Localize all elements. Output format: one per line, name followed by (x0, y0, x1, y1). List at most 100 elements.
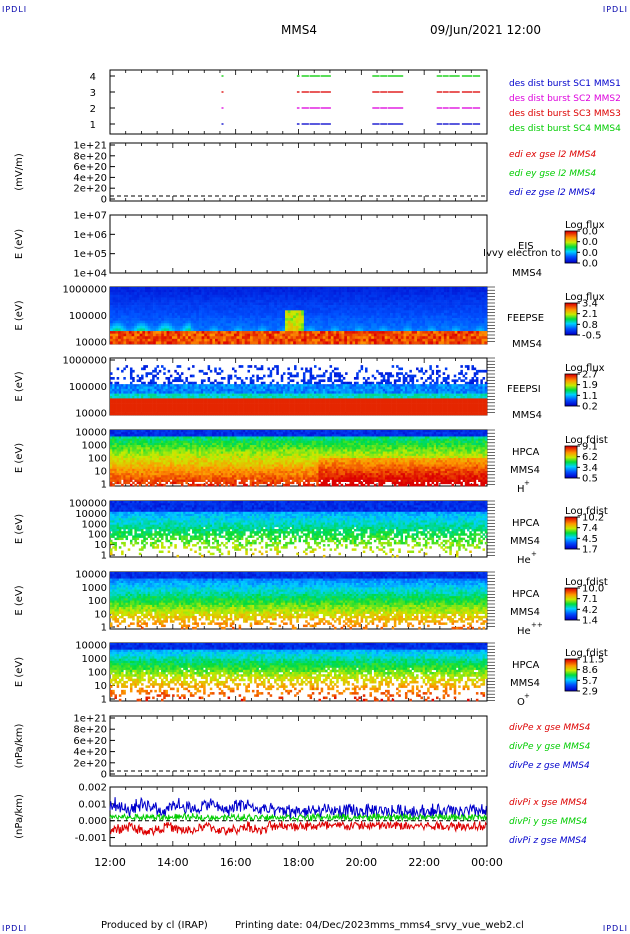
colorbar-title-hpca_o: Log fdist (565, 648, 608, 659)
spacecraft-title: MMS4 (281, 23, 317, 37)
spacecraft-label-feepsi: MMS4 (512, 410, 542, 421)
y-tick-label-edi-1: 8e+20 (73, 151, 107, 162)
colorbar-label-hpca_h-3: 0.5 (582, 474, 598, 485)
species-label-hpca_he2: He (517, 626, 531, 637)
spacecraft-label-eis: MMS4 (512, 268, 542, 279)
legend-burst-1: des dist burst SC2 MMS2 (509, 94, 621, 104)
y-tick-label-edi-4: 2e+20 (73, 184, 107, 195)
legend-divpe-2: divPe z gse MMS4 (509, 761, 590, 771)
instrument-label-hpca_he2: HPCA (512, 589, 540, 600)
y-tick-label-feepsi-1: 100000 (69, 382, 107, 393)
y-tick-label-eis-1: 1e+06 (73, 230, 107, 241)
colorbar-label-hpca_h-0: 9.1 (582, 442, 598, 453)
colorbar-hpca_o (564, 658, 578, 692)
y-tick-label-divpe-4: 2e+20 (73, 758, 107, 769)
x-tick-label-6: 00:00 (471, 856, 503, 869)
spectrogram-hpca_he2 (110, 572, 488, 630)
y-tick-label-burst-0: 4 (90, 72, 96, 83)
footer-printing-date: Printing date: 04/Dec/2023 (235, 920, 370, 931)
y-tick-label-eis-3: 1e+04 (73, 269, 107, 280)
panel-frame-divpe (109, 715, 488, 777)
y-axis-label-hpca_he2: E (eV) (14, 585, 25, 615)
y-tick-label-hpca_he-2: 1000 (82, 519, 107, 530)
overlay-text-eis: Ivvy electron to (483, 248, 561, 259)
instrument-label-hpca_he: HPCA (512, 518, 540, 529)
y-tick-label-hpca_h-4: 1 (101, 480, 107, 491)
y-tick-label-hpca_he2-1: 1000 (82, 583, 107, 594)
y-tick-label-hpca_h-1: 1000 (82, 441, 107, 452)
y-tick-label-hpca_o-3: 10 (94, 681, 107, 692)
y-tick-label-edi-0: 1e+21 (73, 141, 107, 152)
y-tick-label-edi-5: 0 (101, 195, 107, 206)
y-tick-label-divpi-1: 0.001 (78, 799, 107, 810)
y-axis-label-hpca_he: E (eV) (14, 514, 25, 544)
y-tick-label-divpe-5: 0 (101, 770, 107, 781)
legend-edi-2: edi ez gse l2 MMS4 (509, 188, 596, 198)
colorbar-hpca_he (564, 516, 578, 550)
colorbar-eis (564, 230, 578, 264)
y-tick-label-hpca_h-3: 10 (94, 467, 107, 478)
datetime-title: 09/Jun/2021 12:00 (430, 23, 541, 37)
colorbar-label-feepse-2: 0.8 (582, 320, 598, 331)
species-charge-hpca_he: + (531, 550, 537, 558)
instrument-label-feepsi: FEEPSI (507, 384, 541, 395)
y-axis-label-divpe: (nPa/km) (14, 724, 25, 769)
colorbar-label-hpca_he-0: 10.2 (582, 513, 604, 524)
series-line-divpi-0 (109, 796, 487, 821)
x-tick-label-3: 18:00 (283, 856, 315, 869)
y-tick-label-hpca_o-4: 1 (101, 695, 107, 706)
y-tick-label-feepse-0: 1000000 (62, 285, 107, 296)
colorbar-label-feepse-0: 3.4 (582, 299, 598, 310)
spectrogram-hpca_h (110, 430, 488, 487)
y-tick-label-divpi-0: 0.002 (78, 783, 107, 794)
series-line-divpi-2 (110, 820, 487, 837)
y-tick-label-hpca_he-0: 100000 (69, 499, 107, 510)
species-charge-hpca_h: + (524, 479, 530, 487)
y-tick-label-hpca_he-5: 1 (101, 551, 107, 562)
colorbar-hpca_h (564, 445, 578, 479)
colorbar-label-hpca_o-0: 11.5 (582, 655, 604, 666)
legend-divpe-1: divPe y gse MMS4 (509, 742, 591, 752)
spectrogram-hpca_o (110, 643, 488, 702)
y-tick-label-hpca_o-2: 100 (88, 668, 107, 679)
spacecraft-label-hpca_h: MMS4 (510, 465, 540, 476)
colorbar-label-hpca_h-1: 6.2 (582, 452, 598, 463)
y-tick-label-divpe-3: 4e+20 (73, 747, 107, 758)
colorbar-label-eis-1: 0.0 (582, 237, 598, 248)
y-tick-label-edi-3: 4e+20 (73, 173, 107, 184)
colorbar-label-hpca_o-2: 5.7 (582, 676, 598, 687)
y-tick-label-eis-2: 1e+05 (73, 249, 107, 260)
y-axis-label-hpca_h: E (eV) (14, 443, 25, 473)
y-axis-label-feepse: E (eV) (14, 300, 25, 330)
spacecraft-label-hpca_o: MMS4 (510, 678, 540, 689)
colorbar-label-hpca_he-3: 1.7 (582, 545, 598, 556)
colorbar-label-hpca_he2-2: 4.2 (582, 605, 598, 616)
spacecraft-label-hpca_he2: MMS4 (510, 607, 540, 618)
species-label-hpca_he: He (517, 555, 531, 566)
colorbar-label-eis-0: 0.0 (582, 227, 598, 238)
y-tick-label-burst-1: 3 (90, 88, 96, 99)
legend-burst-2: des dist burst SC3 MMS3 (509, 109, 621, 119)
colorbar-title-hpca_he: Log fdist (565, 506, 608, 517)
y-axis-label-hpca_o: E (eV) (14, 657, 25, 687)
colorbar-label-feepsi-0: 2.7 (582, 370, 598, 381)
y-tick-label-hpca_he-4: 10 (94, 540, 107, 551)
y-tick-label-burst-3: 1 (90, 120, 96, 131)
species-label-hpca_o: O (517, 697, 525, 708)
instrument-label-hpca_h: HPCA (512, 447, 540, 458)
colorbar-label-feepsi-2: 1.1 (582, 391, 598, 402)
x-tick-label-4: 20:00 (345, 856, 377, 869)
y-tick-label-feepse-2: 10000 (75, 338, 107, 349)
y-axis-label-edi: (mV/m) (14, 153, 25, 191)
y-tick-label-burst-2: 2 (90, 104, 96, 115)
legend-burst-3: des dist burst SC4 MMS4 (509, 124, 621, 134)
footer-produced-by: Produced by cl (IRAP) (101, 920, 208, 931)
instrument-label-eis: EIS (518, 241, 534, 252)
x-tick-label-1: 14:00 (157, 856, 189, 869)
colorbar-feepse (564, 302, 578, 336)
colorbar-label-hpca_he-1: 7.4 (582, 523, 598, 534)
colorbar-label-feepse-3: -0.5 (582, 331, 602, 342)
colorbar-label-eis-3: 0.0 (582, 259, 598, 270)
legend-divpi-2: divPi z gse MMS4 (509, 836, 587, 846)
instrument-label-hpca_o: HPCA (512, 660, 540, 671)
